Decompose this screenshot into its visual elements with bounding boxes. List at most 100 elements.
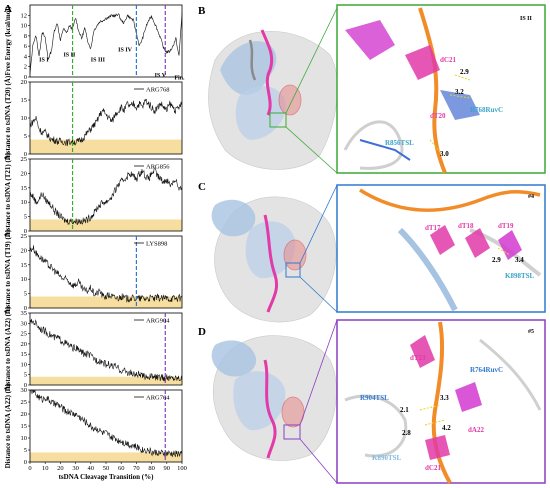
ytick-label: 15: [21, 262, 28, 269]
distance-d-0: 2.1: [400, 406, 409, 414]
ytick-label: 10: [21, 276, 28, 283]
distance-b-1: 3.2: [455, 88, 464, 96]
ytick-label: 15: [21, 97, 28, 104]
series-line: [29, 389, 183, 458]
nucleotide-label-b-1: dT20: [430, 112, 446, 120]
xtick-label: 90: [164, 465, 171, 472]
panel-letter-b: B: [198, 5, 206, 17]
xtick-label: 60: [118, 465, 125, 472]
nucleotide-label-b-0: dC21: [440, 56, 456, 64]
legend-label: ARG904: [146, 318, 170, 325]
xlabel: tsDNA Cleavage Transition (%): [59, 473, 154, 481]
state-label: IS II: [63, 52, 76, 58]
ytick-label: 15: [21, 185, 28, 192]
focus-ellipse-d: [281, 396, 305, 428]
residue-label-b-1: R856TSL: [385, 139, 414, 147]
ytick-label: 10: [21, 199, 28, 206]
structure-c: [211, 196, 337, 323]
ytick-label: 15: [21, 423, 28, 430]
ytick-label: 20: [21, 79, 28, 86]
ytick-label: 15: [21, 351, 28, 358]
xtick-label: 80: [148, 465, 155, 472]
chart-A6: 0 5 10 15 20 25 30 ARG764 Distance to tsDNA (A22…: [4, 383, 187, 481]
residue-label-d-2: K890TSL: [372, 454, 402, 462]
ytick-label: 20: [21, 247, 28, 254]
focus-box-d: [283, 424, 301, 440]
ytick-label: 5: [24, 133, 27, 140]
plot-frame: [29, 312, 183, 386]
distance-c-1: 3.4: [515, 256, 524, 264]
nucleotide-label-d-0: dT23: [410, 354, 426, 362]
structure-b: [208, 29, 338, 170]
distance-d-2: 2.8: [402, 429, 411, 437]
xtick-label: 100: [177, 465, 187, 472]
ytick-label: 25: [21, 233, 28, 240]
ytick-label: 2: [24, 64, 27, 71]
xtick-label: 40: [88, 465, 95, 472]
ytick-label: 5: [24, 372, 27, 379]
threshold-band: [30, 139, 182, 154]
state-label: IS IV: [118, 47, 133, 53]
series-line: [29, 12, 183, 74]
ytick-label: 0: [24, 382, 27, 389]
threshold-band: [30, 452, 182, 462]
ytick-label: 0: [24, 305, 27, 312]
ytick-label: 10: [21, 23, 28, 30]
zoom-panel-c: #4 dT17 dT18 dT19 K898TSL 2.9 3.4: [336, 184, 546, 313]
ytick-label: 10: [21, 435, 28, 442]
threshold-band: [30, 219, 182, 231]
ytick-label: 30: [21, 320, 28, 327]
ylabel: Distance to tsDNA (T21) (Å): [4, 152, 12, 237]
ytick-label: 0: [24, 228, 27, 235]
distance-d-1: 3.3: [440, 394, 449, 402]
ytick-label: 25: [21, 156, 28, 163]
focus-ellipse-b: [278, 84, 302, 116]
xtick-label: 30: [72, 465, 79, 472]
ytick-label: 5: [24, 291, 27, 298]
ytick-label: 5: [24, 214, 27, 221]
ylabel: Distance to tsDNA (A22) (Å): [4, 306, 12, 391]
focus-box-b: [269, 112, 287, 128]
chart-A3: 0 5 10 15 20 25 ARG856 Distance to tsDNA (T21) …: [4, 152, 183, 237]
legend-label: ARG856: [146, 164, 170, 171]
nucleotide-label-c-2: dT19: [498, 222, 514, 230]
zoom-tag-b: IS II: [520, 16, 533, 22]
residue-label-d-0: R904TSL: [360, 394, 389, 402]
state-label: Fin.: [174, 76, 185, 82]
ylabel: Distance to tsDNA (A22) (Å): [4, 383, 12, 468]
zoom-panel-d: #5 dT23 dA22 dC21 R904TSL R764RuvC K890T…: [336, 319, 546, 484]
ytick-label: 20: [21, 170, 28, 177]
series-line: [29, 245, 183, 303]
nucleotide-label-d-1: dA22: [468, 426, 484, 434]
panel-letter-d: D: [198, 326, 206, 338]
ytick-label: 5: [24, 447, 27, 454]
series-line: [29, 167, 183, 226]
xtick-label: 10: [42, 465, 49, 472]
chart-A4: 0 5 10 15 20 25 LYS898 Distance to tsDNA (T19) …: [4, 229, 183, 314]
ylabel: Distance to tsDNA (T19) (Å): [4, 229, 12, 314]
threshold-band: [30, 376, 182, 385]
state-label: IS III: [91, 58, 106, 64]
state-label: IS V: [155, 73, 167, 79]
ylabel: Distance to tsDNA (T20) (Å): [4, 75, 12, 160]
series-line: [29, 318, 183, 382]
legend-label: ARG768: [146, 87, 169, 94]
chart-A5: 0 5 10 15 20 25 30 35 ARG904 Distance to tsDNA (A…: [4, 306, 183, 391]
charts-column: 0 2 4 6 8 10 12 IS I IS II IS III IS IV IS V Fin. Fre…: [4, 4, 187, 481]
plot-frame: [29, 4, 183, 78]
nucleotide-label-d-2: dC21: [425, 464, 441, 472]
ytick-label: 0: [24, 459, 27, 466]
focus-ellipse-c: [283, 239, 307, 271]
ytick-label: 0: [24, 74, 27, 81]
xtick-label: 0: [28, 465, 31, 472]
ytick-label: 6: [24, 43, 28, 50]
ytick-label: 12: [21, 12, 28, 19]
threshold-band: [30, 296, 182, 308]
plot-frame: [29, 235, 183, 309]
xtick-label: 50: [103, 465, 110, 472]
structure-d: [211, 335, 337, 461]
ytick-label: 35: [21, 310, 28, 317]
zoom-tag-d: #5: [528, 329, 534, 335]
state-label: IS I: [39, 58, 49, 64]
ytick-label: 20: [21, 411, 28, 418]
